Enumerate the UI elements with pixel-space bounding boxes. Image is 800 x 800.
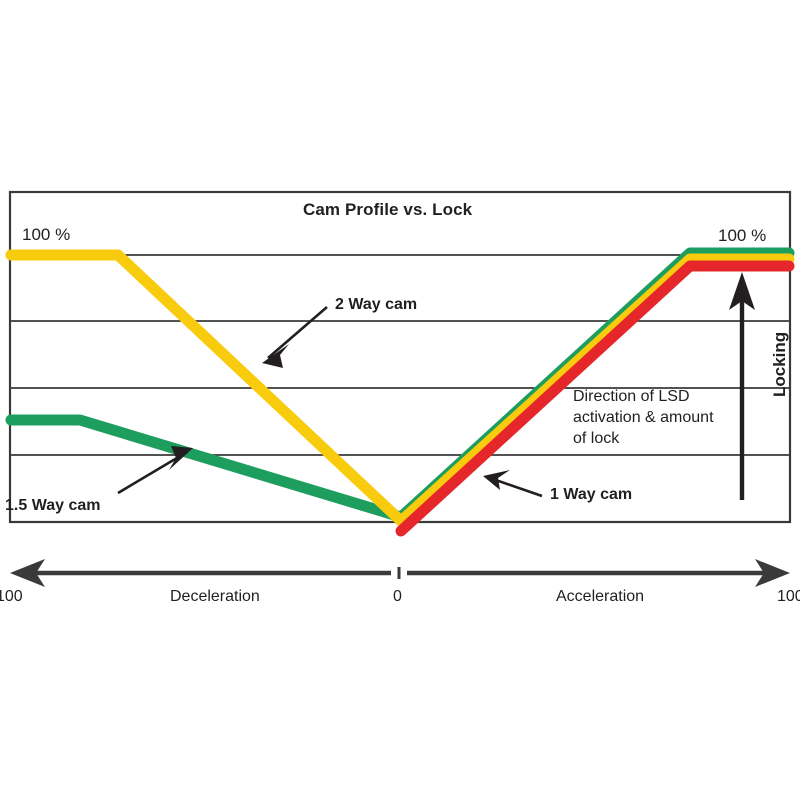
chart-title: Cam Profile vs. Lock (303, 200, 473, 219)
label-1-way-cam: 1 Way cam (550, 486, 633, 503)
axis-label-zero: 0 (393, 588, 402, 605)
locking-axis-label: Locking (770, 331, 789, 397)
axis-label-left-100: 100 (0, 588, 23, 605)
series-2-way-cam (5, 249, 795, 527)
annotation-arrow-2-way-cam (262, 306, 328, 368)
lsd-note-line-2: activation & amount (573, 409, 714, 426)
axis-arrow (10, 559, 790, 587)
axis-label-right-100: 100 (777, 588, 800, 605)
annotation-arrow-1-5-way-cam (117, 446, 193, 495)
annotation-arrow-1-way-cam (483, 470, 543, 498)
pct-label-right: 100 % (718, 226, 767, 245)
lsd-note-line-1: Direction of LSD (573, 388, 690, 405)
pct-label-left: 100 % (22, 225, 71, 244)
locking-arrow (729, 272, 755, 500)
label-1-5-way-cam: 1.5 Way cam (5, 497, 101, 514)
chart-plot-border (8, 190, 792, 524)
lsd-note-line-3: of lock (573, 430, 620, 447)
series-1-way-cam (395, 260, 795, 537)
gridlines (10, 254, 790, 456)
axis-label-deceleration: Deceleration (170, 588, 260, 605)
axis-label-acceleration: Acceleration (556, 588, 645, 605)
label-2-way-cam: 2 Way cam (335, 296, 418, 313)
